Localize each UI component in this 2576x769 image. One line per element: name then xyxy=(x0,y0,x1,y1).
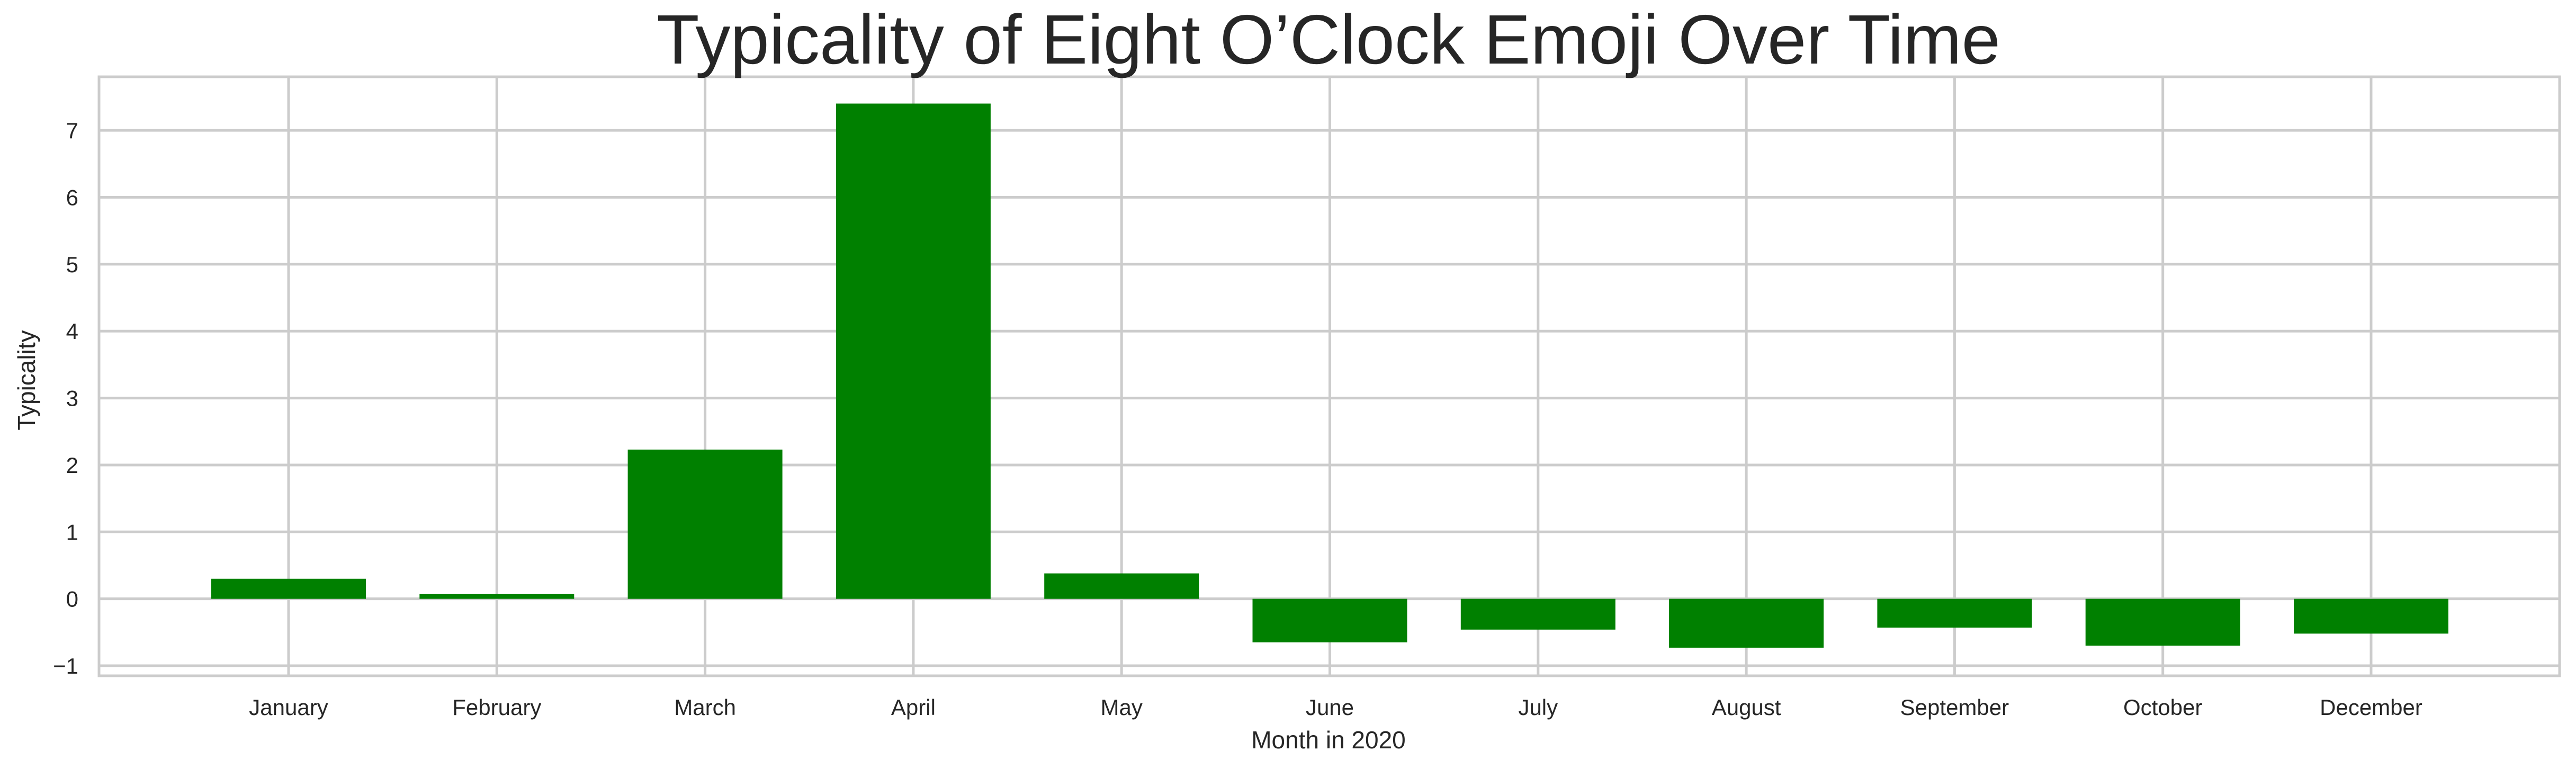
grid-layer xyxy=(99,77,2560,676)
y-tick-label: 2 xyxy=(66,453,78,478)
y-tick-label: 5 xyxy=(66,252,78,277)
y-axis-label: Typicality xyxy=(13,330,40,430)
bar-april xyxy=(836,103,991,599)
bars-layer xyxy=(211,103,2448,648)
y-tick-label: −1 xyxy=(53,654,78,678)
x-tick-label: October xyxy=(2123,695,2202,720)
x-tick-labels: January February March April May June July Augu… xyxy=(249,695,2422,720)
bar-june xyxy=(1252,598,1407,642)
bar-may xyxy=(1044,573,1199,599)
x-tick-label: March xyxy=(674,695,736,720)
y-tick-label: 3 xyxy=(66,386,78,411)
x-tick-label: July xyxy=(1518,695,1558,720)
x-tick-label: February xyxy=(452,695,541,720)
y-tick-label: 1 xyxy=(66,520,78,544)
bar-september xyxy=(1877,598,2032,628)
y-tick-label: 4 xyxy=(66,319,78,344)
x-tick-label: May xyxy=(1101,695,1143,720)
x-axis-label: Month in 2020 xyxy=(1251,726,1406,754)
bar-august xyxy=(1669,598,1824,648)
y-tick-label: 0 xyxy=(66,587,78,612)
x-tick-label: December xyxy=(2320,695,2422,720)
bar-march xyxy=(627,449,783,599)
bar-december xyxy=(2294,598,2448,634)
x-tick-label: January xyxy=(249,695,328,720)
bar-january xyxy=(211,578,366,599)
y-tick-labels: −1 0 1 2 3 4 5 6 7 xyxy=(53,118,78,678)
y-tick-label: 7 xyxy=(66,118,78,143)
plot-frame xyxy=(97,75,2561,677)
chart-title: Typicality of Eight O’Clock Emoji Over T… xyxy=(657,1,2000,78)
bar-october xyxy=(2085,598,2240,646)
bar-july xyxy=(1460,598,1615,630)
x-tick-label: April xyxy=(891,695,936,720)
x-tick-label: June xyxy=(1306,695,1354,720)
bar-february xyxy=(419,594,575,599)
y-tick-label: 6 xyxy=(66,185,78,210)
x-tick-label: August xyxy=(1712,695,1781,720)
x-tick-label: September xyxy=(1900,695,2009,720)
